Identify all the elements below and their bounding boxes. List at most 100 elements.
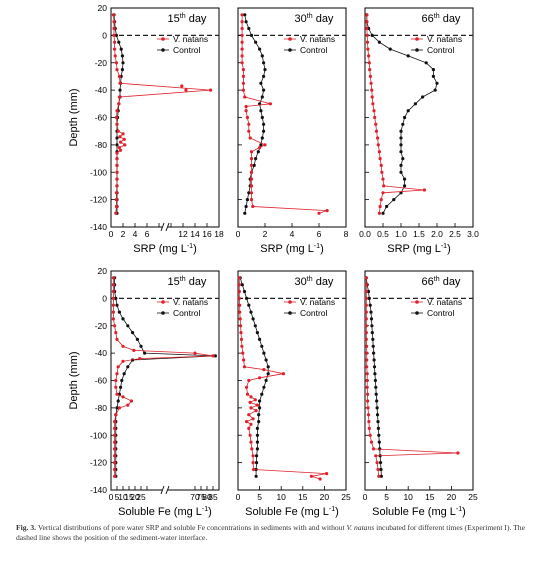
legend-item-control-label: Control xyxy=(427,45,455,55)
series-control-point xyxy=(247,26,251,31)
series-v-natans-point xyxy=(113,440,117,444)
series-control-point xyxy=(403,177,407,181)
series-v-natans-point xyxy=(366,413,371,417)
legend-item-control-label: Control xyxy=(173,45,201,55)
series-v-natans-point xyxy=(237,289,241,294)
series-v-natans-point xyxy=(263,143,267,147)
x-tick-label: 12 xyxy=(178,229,188,239)
series-control-point xyxy=(375,413,380,417)
series-v-natans-point xyxy=(117,74,121,78)
series-v-natans-point xyxy=(113,454,117,458)
series-v-natans-point xyxy=(245,392,250,396)
axis-break-mark xyxy=(160,485,165,495)
series-control-point xyxy=(369,317,374,321)
axis-break-mark xyxy=(165,485,170,495)
series-v-natans-point xyxy=(364,283,368,287)
series-v-natans-point xyxy=(240,20,244,24)
series-v-natans-point xyxy=(252,467,256,472)
series-v-natans-point xyxy=(379,163,383,167)
series-control-point xyxy=(119,47,123,51)
series-v-natans-point xyxy=(113,420,117,424)
x-tick-label: 0 xyxy=(363,492,368,502)
y-tick-label: -140 xyxy=(90,485,107,495)
series-v-natans-point xyxy=(111,13,115,17)
series-control-point xyxy=(367,296,371,300)
series-v-natans-point xyxy=(115,170,119,174)
series-v-natans-point xyxy=(422,188,426,192)
caption-text-after: incubated for different times (Experimen… xyxy=(16,523,525,542)
series-v-natans-point xyxy=(364,310,368,314)
y-tick-label: 20 xyxy=(98,3,108,13)
series-v-natans-point xyxy=(113,47,117,51)
x-tick-label: 4 xyxy=(290,229,295,239)
legend-item-control-label: Control xyxy=(173,308,201,318)
series-control-point xyxy=(373,372,377,376)
series-v-natans-point xyxy=(244,109,248,113)
series-v-natans-point xyxy=(367,61,371,65)
series-control-point xyxy=(139,344,143,348)
series-control-point xyxy=(143,351,147,355)
series-v-natans-point xyxy=(247,426,251,430)
series-control-point xyxy=(374,392,378,396)
series-control-point xyxy=(135,337,139,341)
x-tick-label: 25 xyxy=(468,492,478,502)
series-control-point xyxy=(255,331,259,335)
series-v-natans-point xyxy=(115,372,119,376)
series-control-point xyxy=(379,467,383,472)
x-tick-label: 15 xyxy=(124,492,134,502)
x-tick-label: 20 xyxy=(320,492,330,502)
series-v-natans-point xyxy=(365,20,369,24)
series-v-natans-point xyxy=(366,392,370,396)
series-control-point xyxy=(258,399,262,403)
series-v-natans-point xyxy=(239,324,243,328)
series-v-natans-point xyxy=(369,81,373,85)
series-v-natans-point xyxy=(237,283,241,287)
series-control-point xyxy=(121,61,125,65)
series-v-natans-point xyxy=(254,409,258,413)
series-control-point xyxy=(244,20,248,24)
series-v-natans-point xyxy=(251,461,255,465)
series-v-natans-point xyxy=(237,296,241,300)
series-v-natans-point xyxy=(375,461,379,465)
legend-item-v-natans-marker xyxy=(161,37,165,41)
series-v-natans-point xyxy=(114,61,118,65)
series-v-natans-point xyxy=(111,310,115,314)
series-control-point xyxy=(120,378,124,383)
series-v-natans-point xyxy=(364,317,368,321)
series-v-natans-point xyxy=(374,454,378,458)
series-v-natans-point xyxy=(122,137,126,141)
legend-item-v-natans-marker xyxy=(288,37,292,41)
series-v-natans-point xyxy=(116,129,120,133)
series-control-point xyxy=(372,365,377,369)
series-v-natans-point xyxy=(121,132,125,136)
x-tick-label: 5 xyxy=(115,492,120,502)
x-tick-label: 2 xyxy=(263,229,268,239)
series-v-natans-point xyxy=(255,403,259,407)
series-control-point xyxy=(403,184,407,188)
y-tick-label: -120 xyxy=(90,458,107,468)
series-v-natans-point xyxy=(247,413,251,417)
series-v-natans-point xyxy=(249,191,254,195)
series-v-natans-point xyxy=(247,378,251,383)
x-tick-label: 10 xyxy=(118,492,128,502)
series-v-natans-point xyxy=(370,95,374,99)
series-v-natans-point xyxy=(251,454,255,458)
series-control-point xyxy=(399,163,403,167)
series-v-natans-point xyxy=(249,184,254,188)
series-control-point xyxy=(421,95,425,99)
series-control-point xyxy=(260,95,264,99)
y-tick-label: -80 xyxy=(95,140,108,150)
series-control-point xyxy=(371,337,375,341)
y-tick-label: -80 xyxy=(95,403,108,413)
series-control-point xyxy=(249,310,253,314)
series-v-natans-point xyxy=(117,146,121,150)
x-tick-label: 8 xyxy=(344,229,349,239)
legend-item-v-natans-marker xyxy=(415,37,419,41)
y-tick-label: -20 xyxy=(95,321,108,331)
series-control-point xyxy=(213,354,217,358)
series-v-natans-point xyxy=(258,376,262,380)
series-v-natans-point xyxy=(126,403,130,407)
series-control-point xyxy=(259,143,263,147)
